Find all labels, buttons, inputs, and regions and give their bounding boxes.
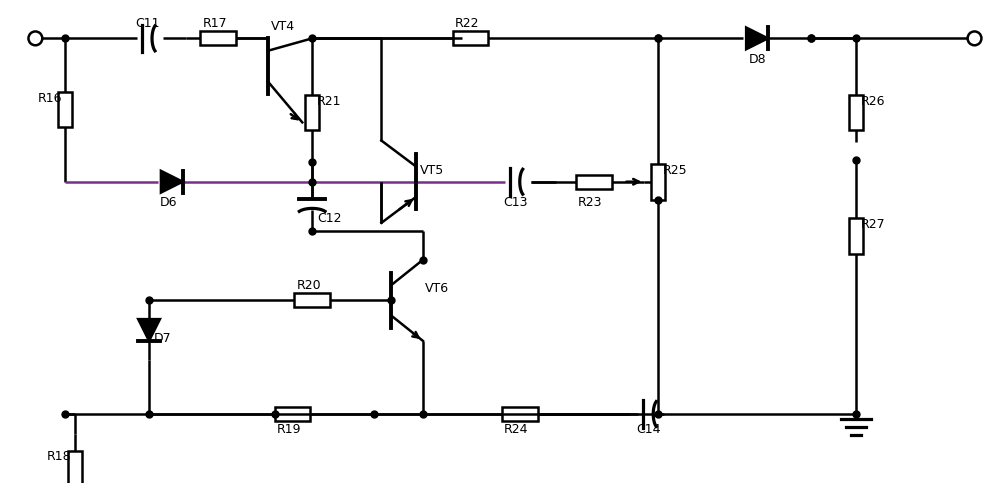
Text: D8: D8 <box>749 53 767 66</box>
Bar <box>68 451 82 486</box>
Text: R18: R18 <box>47 451 72 464</box>
Text: D6: D6 <box>160 196 177 209</box>
Text: R24: R24 <box>504 423 528 436</box>
Text: D7: D7 <box>154 332 172 345</box>
Text: R19: R19 <box>277 423 301 436</box>
Text: C14: C14 <box>636 423 661 436</box>
Bar <box>849 218 863 254</box>
Polygon shape <box>746 28 768 49</box>
Bar <box>502 407 538 421</box>
Text: R17: R17 <box>202 17 227 31</box>
Text: R22: R22 <box>455 17 479 31</box>
Text: C12: C12 <box>317 212 342 225</box>
Text: R23: R23 <box>578 196 603 209</box>
Text: R26: R26 <box>861 95 885 107</box>
Bar <box>576 175 612 189</box>
Text: R27: R27 <box>861 218 885 231</box>
Polygon shape <box>138 319 160 341</box>
Bar <box>275 407 310 421</box>
Text: R21: R21 <box>317 95 342 107</box>
Text: R25: R25 <box>663 164 688 177</box>
Bar <box>849 95 863 130</box>
Bar <box>294 294 330 307</box>
Text: C13: C13 <box>503 196 527 209</box>
Bar <box>200 32 236 45</box>
Bar <box>651 164 665 199</box>
Text: R16: R16 <box>37 91 62 104</box>
Text: VT4: VT4 <box>271 20 295 34</box>
Text: R20: R20 <box>296 279 321 293</box>
Bar <box>305 95 319 130</box>
Text: VT6: VT6 <box>425 282 449 295</box>
Polygon shape <box>161 171 183 192</box>
Text: VT5: VT5 <box>420 164 444 177</box>
Bar <box>453 32 488 45</box>
Text: C11: C11 <box>135 17 160 31</box>
Bar <box>58 92 72 127</box>
